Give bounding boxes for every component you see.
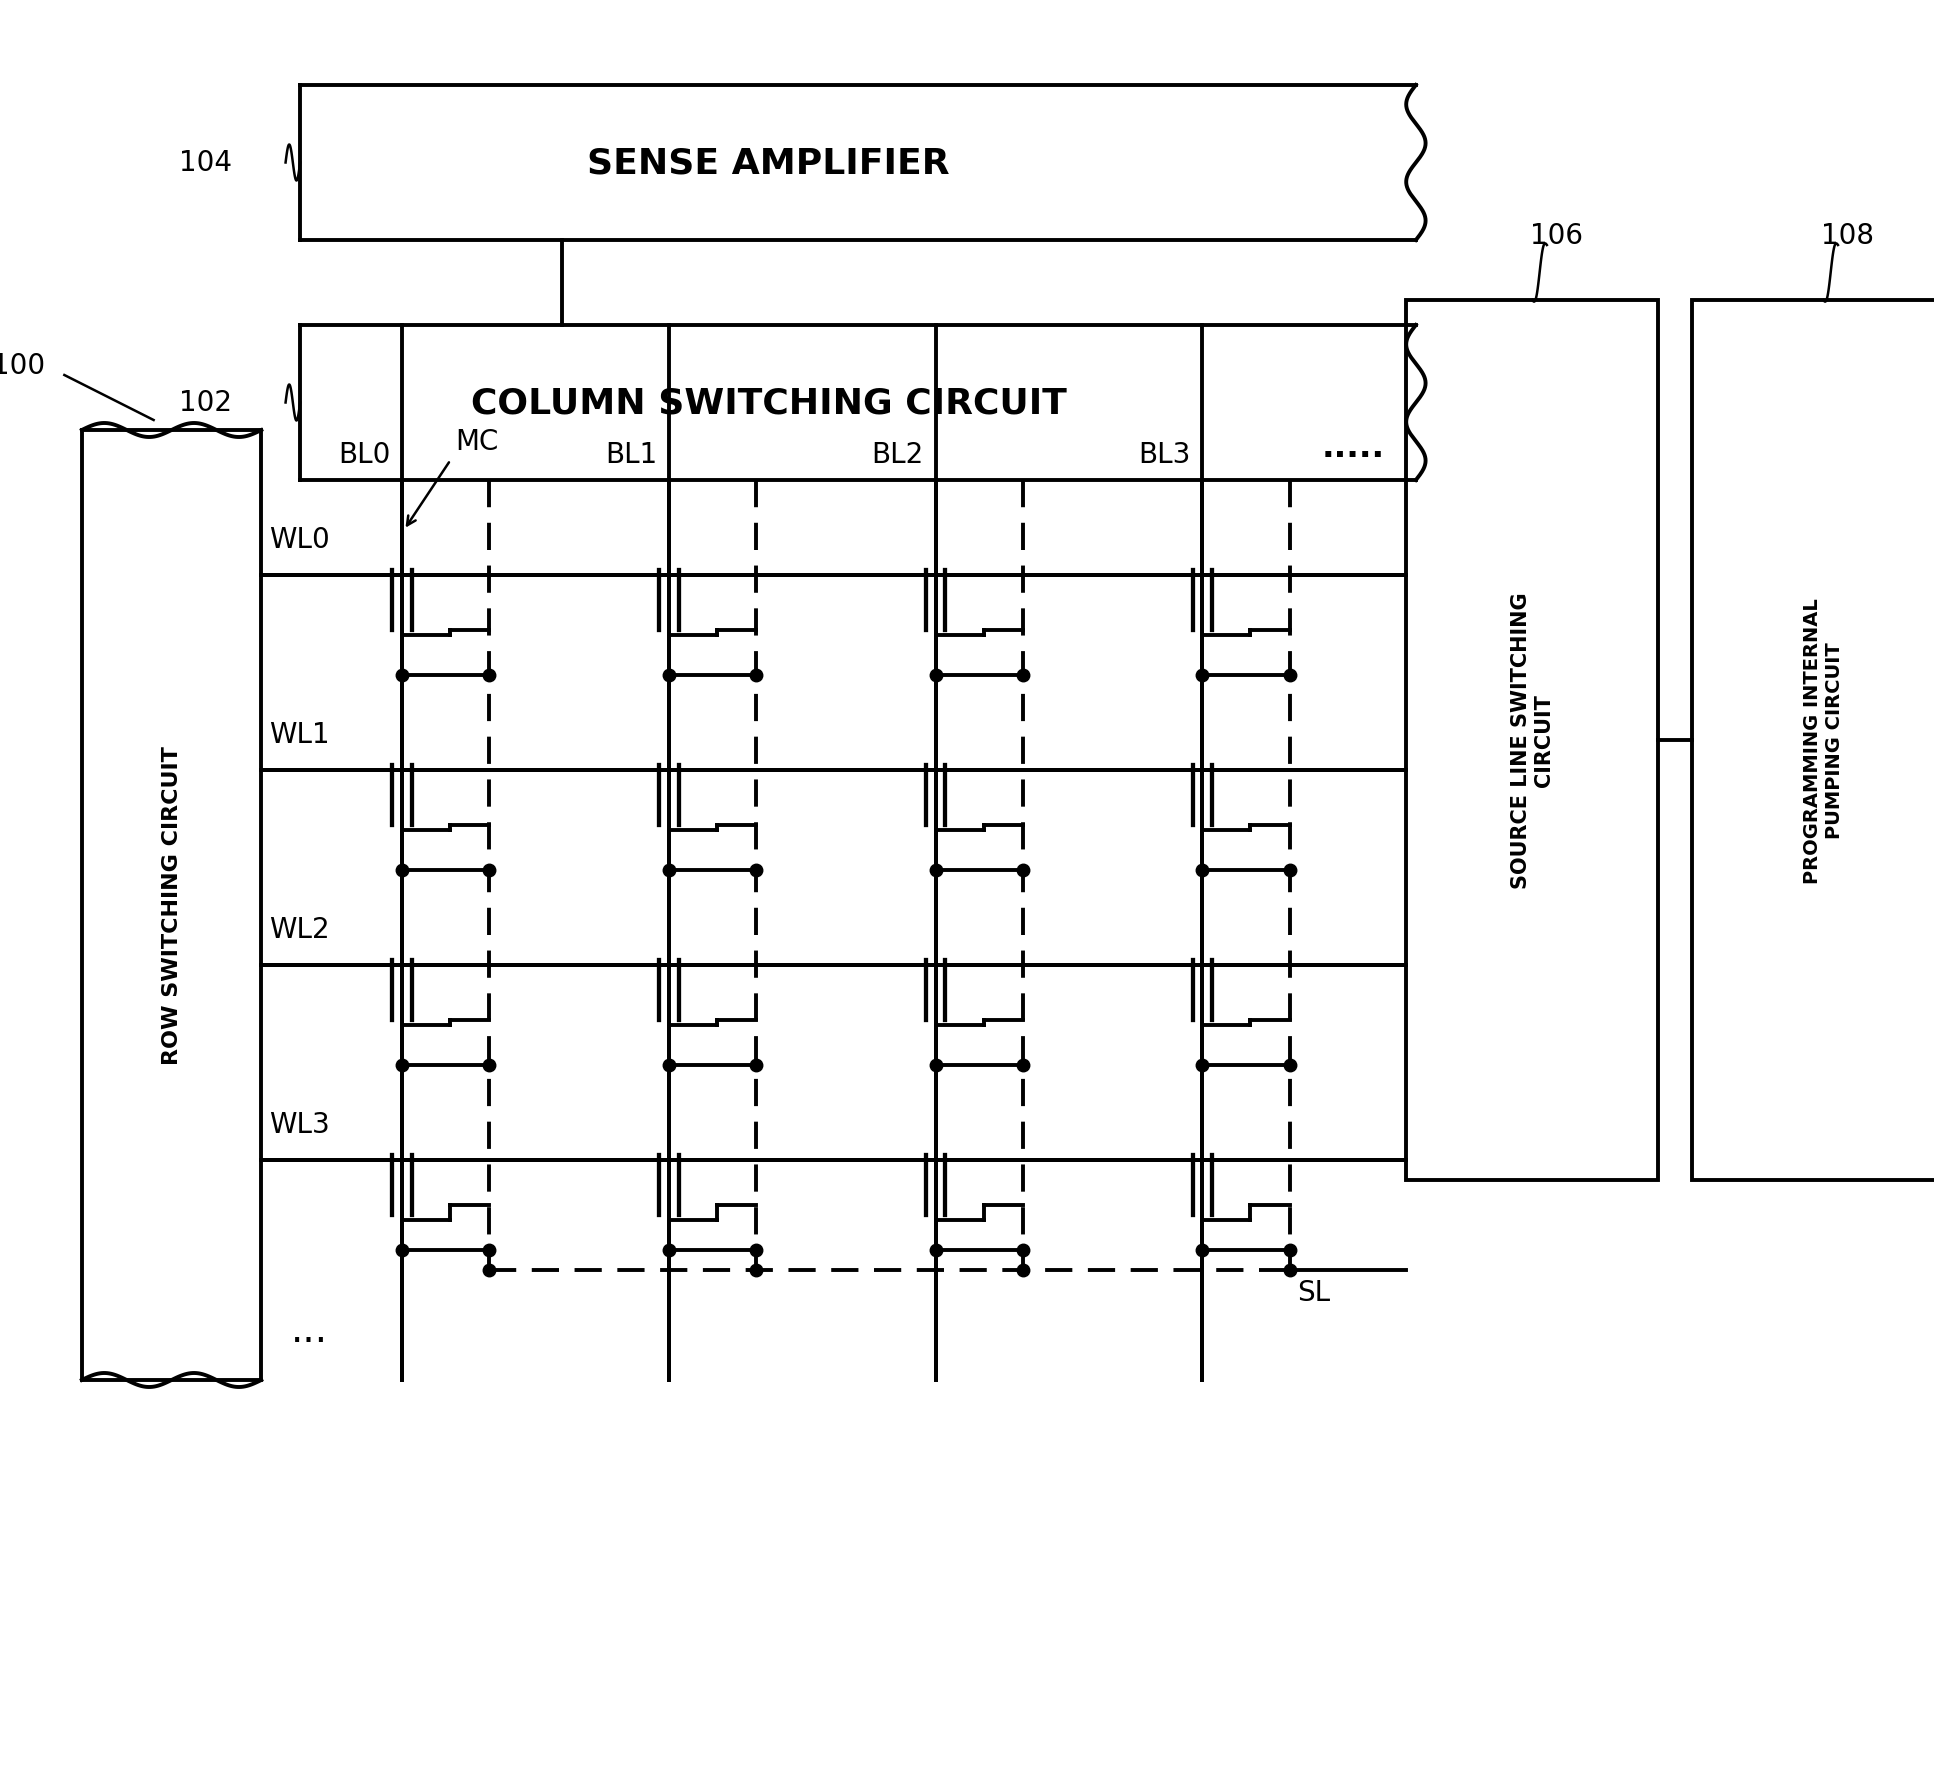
- Text: ...: ...: [292, 1312, 329, 1349]
- Text: SENSE AMPLIFIER: SENSE AMPLIFIER: [588, 146, 950, 180]
- Text: MC: MC: [454, 427, 499, 456]
- Text: SL: SL: [1298, 1278, 1331, 1307]
- Text: .....: .....: [1321, 431, 1385, 465]
- Text: 100: 100: [0, 352, 44, 379]
- Text: 108: 108: [1822, 222, 1874, 249]
- Text: ROW SWITCHING CIRCUIT: ROW SWITCHING CIRCUIT: [162, 746, 182, 1064]
- Text: COLUMN SWITCHING CIRCUIT: COLUMN SWITCHING CIRCUIT: [470, 386, 1068, 420]
- Text: BL1: BL1: [605, 441, 658, 468]
- Text: WL0: WL0: [269, 525, 331, 554]
- Text: PROGRAMMING INTERNAL
PUMPING CIRCUIT: PROGRAMMING INTERNAL PUMPING CIRCUIT: [1802, 598, 1843, 883]
- Text: BL2: BL2: [872, 441, 924, 468]
- Bar: [1406, 301, 1659, 1180]
- Text: 104: 104: [180, 150, 232, 178]
- Text: 102: 102: [180, 390, 232, 417]
- Text: BL0: BL0: [338, 441, 391, 468]
- Text: SOURCE LINE SWITCHING
CIRCUIT: SOURCE LINE SWITCHING CIRCUIT: [1510, 593, 1553, 888]
- Text: WL2: WL2: [269, 915, 329, 943]
- Text: WL3: WL3: [269, 1111, 331, 1139]
- Text: BL3: BL3: [1139, 441, 1191, 468]
- Bar: [81, 431, 261, 1380]
- Bar: [1692, 301, 1934, 1180]
- Text: WL1: WL1: [269, 721, 329, 749]
- Text: 106: 106: [1530, 222, 1584, 249]
